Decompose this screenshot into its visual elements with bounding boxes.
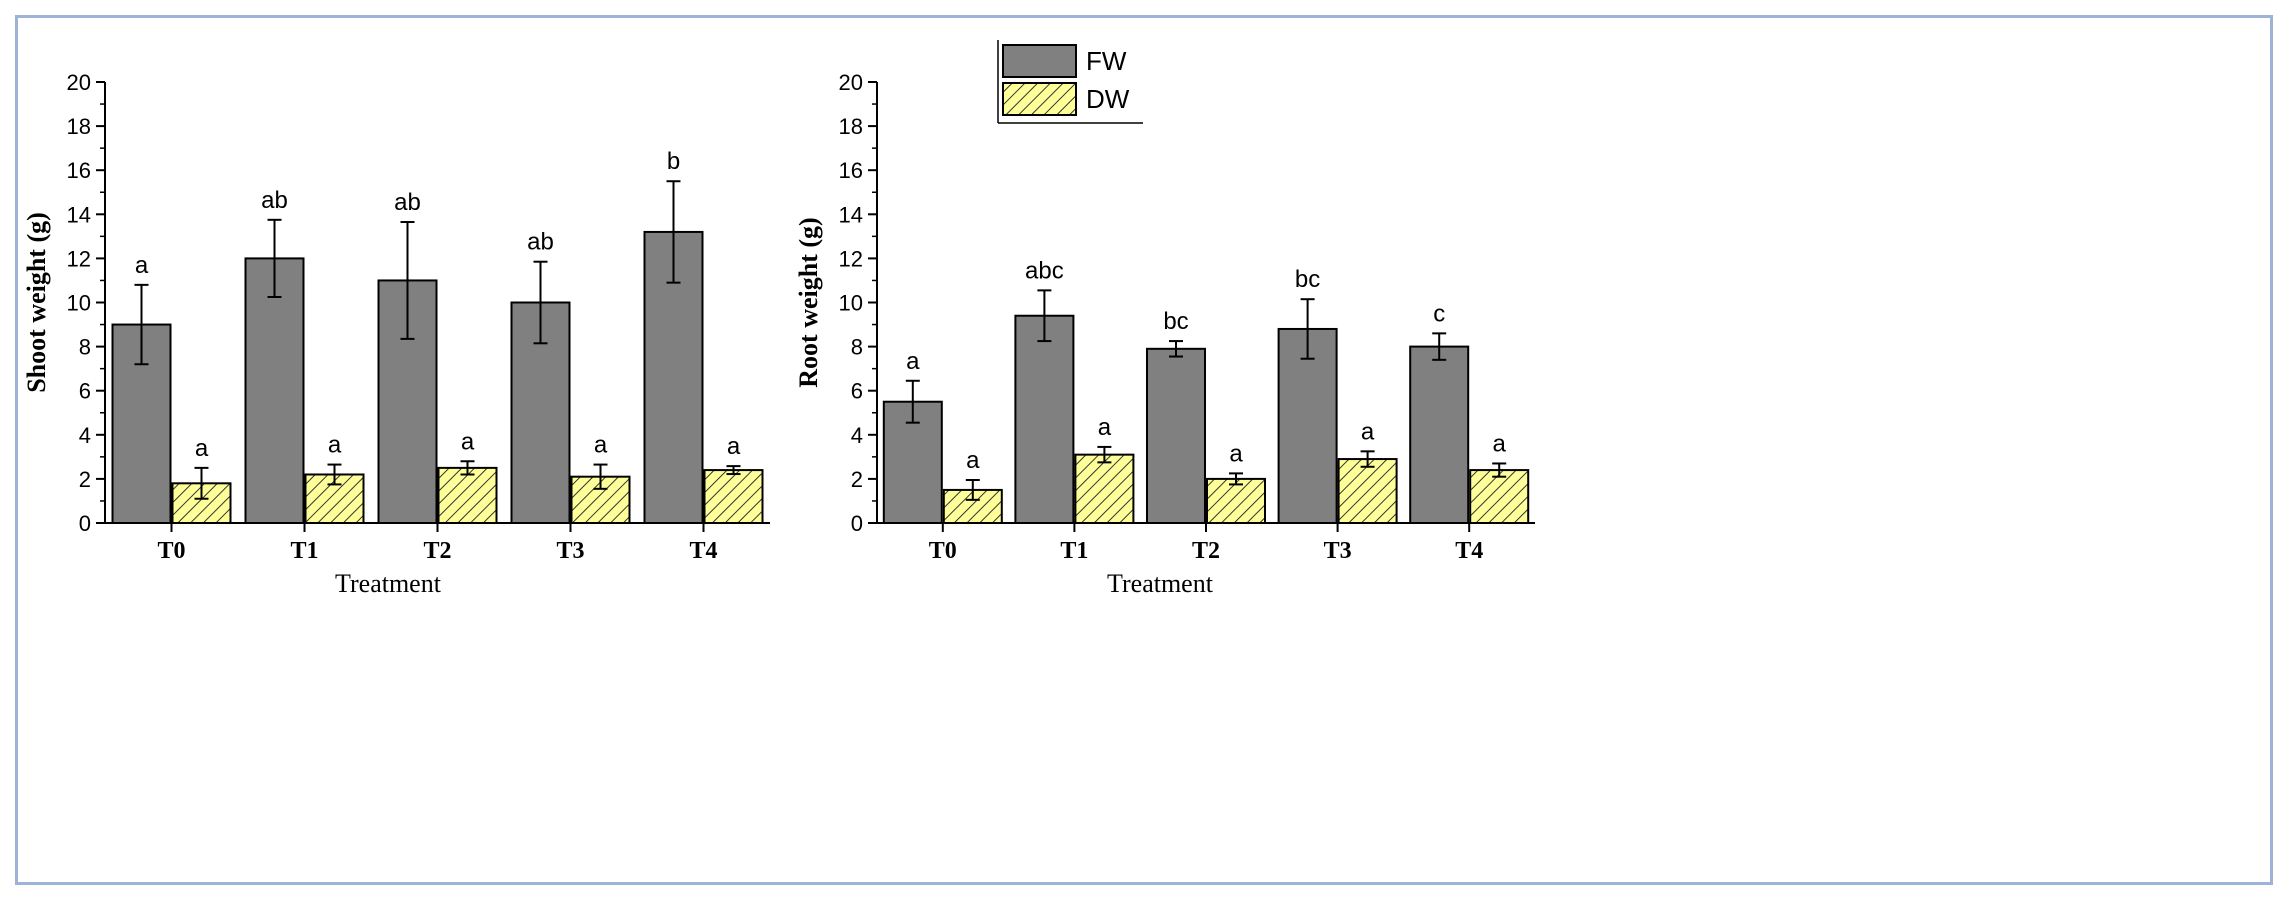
y-tick-label: 2 <box>79 467 91 492</box>
y-tick-label: 0 <box>79 511 91 536</box>
error-bar <box>1300 298 1315 360</box>
legend-swatch-dw <box>1002 82 1077 116</box>
legend: FW DW <box>997 40 1143 124</box>
error-bar <box>666 180 681 284</box>
y-tick-label: 6 <box>79 379 91 404</box>
y-tick-label: 14 <box>839 202 863 227</box>
y-tick-label: 18 <box>839 114 863 139</box>
x-tick-label: T1 <box>290 538 318 564</box>
x-tick-label: T2 <box>1192 538 1220 564</box>
dw-bar-t4 <box>703 469 764 524</box>
y-tick-label: 16 <box>67 158 91 183</box>
error-bar <box>1360 450 1375 468</box>
root-weight-chart: 0 2 4 6 8 10 12 14 16 18 20 Root weight (g) Treatmen… <box>794 70 1535 598</box>
shoot-weight-chart: 0 2 4 6 8 10 12 14 16 18 20 Shoot weight (g) Treatme… <box>22 70 770 598</box>
x-axis-title: Treatment <box>335 569 442 598</box>
significance-label: a <box>966 447 980 474</box>
y-tick-label: 18 <box>67 114 91 139</box>
y-tick-label: 12 <box>839 246 863 271</box>
y-tick-label: 6 <box>851 379 863 404</box>
y-tick-label: 20 <box>839 70 863 95</box>
legend-label-dw: DW <box>1086 84 1130 114</box>
x-tick-label: T1 <box>1060 538 1088 564</box>
significance-label: c <box>1433 300 1445 327</box>
error-bar <box>533 260 548 345</box>
error-bar <box>726 465 741 476</box>
significance-label: ab <box>527 229 554 256</box>
y-tick-label: 10 <box>67 291 91 316</box>
significance-label: a <box>461 428 475 455</box>
error-bar <box>267 218 282 298</box>
x-tick-label: T0 <box>157 538 185 564</box>
y-tick-label: 10 <box>839 291 863 316</box>
significance-label: a <box>906 348 920 375</box>
dw-bar-t2 <box>437 466 498 524</box>
fw-bar-t3 <box>1277 327 1338 524</box>
y-axis-title: Root weight (g) <box>794 217 823 387</box>
x-axis-title: Treatment <box>1107 569 1214 598</box>
fw-bar-t2 <box>1146 347 1206 524</box>
significance-label: a <box>1361 418 1375 445</box>
error-bar <box>1169 340 1183 358</box>
fw-bar-t1 <box>244 257 305 524</box>
error-bar <box>134 283 149 366</box>
legend-swatch-fw <box>1002 44 1077 78</box>
significance-label: a <box>328 432 342 459</box>
x-tick-label: T4 <box>689 538 717 564</box>
significance-label: a <box>594 432 608 459</box>
error-bar <box>905 379 920 424</box>
x-tick-label: T3 <box>556 538 584 564</box>
y-tick-label: 16 <box>839 158 863 183</box>
significance-label: ab <box>394 189 421 216</box>
significance-label: a <box>1098 414 1112 441</box>
error-bar <box>400 221 415 340</box>
error-bar <box>194 466 209 500</box>
significance-label: ab <box>261 187 288 214</box>
x-tick-label: T3 <box>1324 538 1352 564</box>
y-tick-label: 14 <box>67 202 91 227</box>
y-axis-title: Shoot weight (g) <box>22 212 51 393</box>
significance-label: a <box>195 435 209 462</box>
x-tick-label: T2 <box>423 538 451 564</box>
y-tick-label: 8 <box>851 335 863 360</box>
dw-bar-t4 <box>1469 469 1530 524</box>
y-tick-label: 4 <box>851 423 863 448</box>
fw-bar-t1 <box>1014 314 1075 525</box>
y-tick-label: 20 <box>67 70 91 95</box>
significance-label: bc <box>1295 266 1320 293</box>
significance-label: a <box>1229 440 1243 467</box>
error-bar <box>965 479 980 501</box>
error-bar <box>327 463 342 486</box>
significance-label: a <box>135 252 149 279</box>
significance-label: b <box>667 148 680 175</box>
y-tick-label: 8 <box>79 335 91 360</box>
y-tick-label: 2 <box>851 467 863 492</box>
error-bar <box>1492 462 1507 478</box>
error-bar <box>1097 445 1112 464</box>
fw-bar-t4 <box>1409 345 1470 524</box>
significance-label: a <box>727 433 741 460</box>
y-tick-label: 0 <box>851 511 863 536</box>
error-bar <box>1037 289 1052 343</box>
error-bar <box>1229 472 1243 486</box>
legend-label-fw: FW <box>1086 46 1127 76</box>
y-tick-label: 4 <box>79 423 91 448</box>
significance-label: abc <box>1025 257 1064 284</box>
error-bar <box>593 463 608 490</box>
dw-bar-t2 <box>1206 477 1266 524</box>
error-bar <box>460 460 475 476</box>
dw-bar-t1 <box>1074 453 1135 524</box>
x-tick-label: T0 <box>929 538 957 564</box>
error-bar <box>1432 332 1447 361</box>
dw-bar-t3 <box>1337 458 1398 524</box>
x-tick-label: T4 <box>1455 538 1483 564</box>
significance-label: bc <box>1163 308 1188 335</box>
significance-label: a <box>1493 430 1507 457</box>
y-tick-label: 12 <box>67 246 91 271</box>
